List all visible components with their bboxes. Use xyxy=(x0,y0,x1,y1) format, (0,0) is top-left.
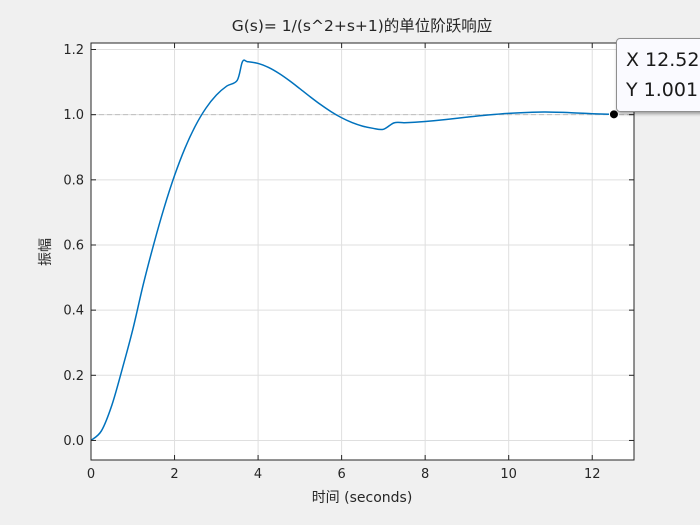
x-tick-label: 6 xyxy=(337,467,345,482)
x-tick-label: 0 xyxy=(87,467,95,482)
x-tick-label: 8 xyxy=(421,467,429,482)
x-tick-labels: 0 2 4 6 8 10 12 xyxy=(87,467,601,482)
x-axis-title: 时间 (seconds) xyxy=(312,490,413,506)
y-tick-labels: 0.0 0.2 0.4 0.6 0.8 1.0 1.2 xyxy=(63,43,84,449)
series-line xyxy=(90,59,614,442)
x-tick-label: 2 xyxy=(170,467,178,482)
datatip[interactable]: X 12.52 Y 1.001 xyxy=(616,38,700,112)
y-tick-label: 0.6 xyxy=(63,238,84,253)
datatip-y: Y 1.001 xyxy=(626,79,699,101)
y-tick-label: 0.4 xyxy=(63,304,84,319)
datatip-marker[interactable] xyxy=(608,109,619,120)
chart-title: G(s)= 1/(s^2+s+1)的单位阶跃响应 xyxy=(232,16,493,35)
datatip-x: X 12.52 xyxy=(626,49,700,71)
y-tick-label: 0.2 xyxy=(63,369,84,384)
y-tick-label: 1.0 xyxy=(63,108,84,123)
y-tick-label: 1.2 xyxy=(63,43,84,58)
x-tick-label: 10 xyxy=(500,467,517,482)
y-tick-label: 0.8 xyxy=(63,173,84,188)
y-tick-label: 0.0 xyxy=(63,434,84,449)
x-tick-label: 12 xyxy=(584,467,601,482)
plot-area[interactable] xyxy=(91,43,634,460)
plot-frame xyxy=(90,42,635,461)
x-tick-label: 4 xyxy=(254,467,262,482)
y-axis-title: 振幅 xyxy=(38,238,54,266)
